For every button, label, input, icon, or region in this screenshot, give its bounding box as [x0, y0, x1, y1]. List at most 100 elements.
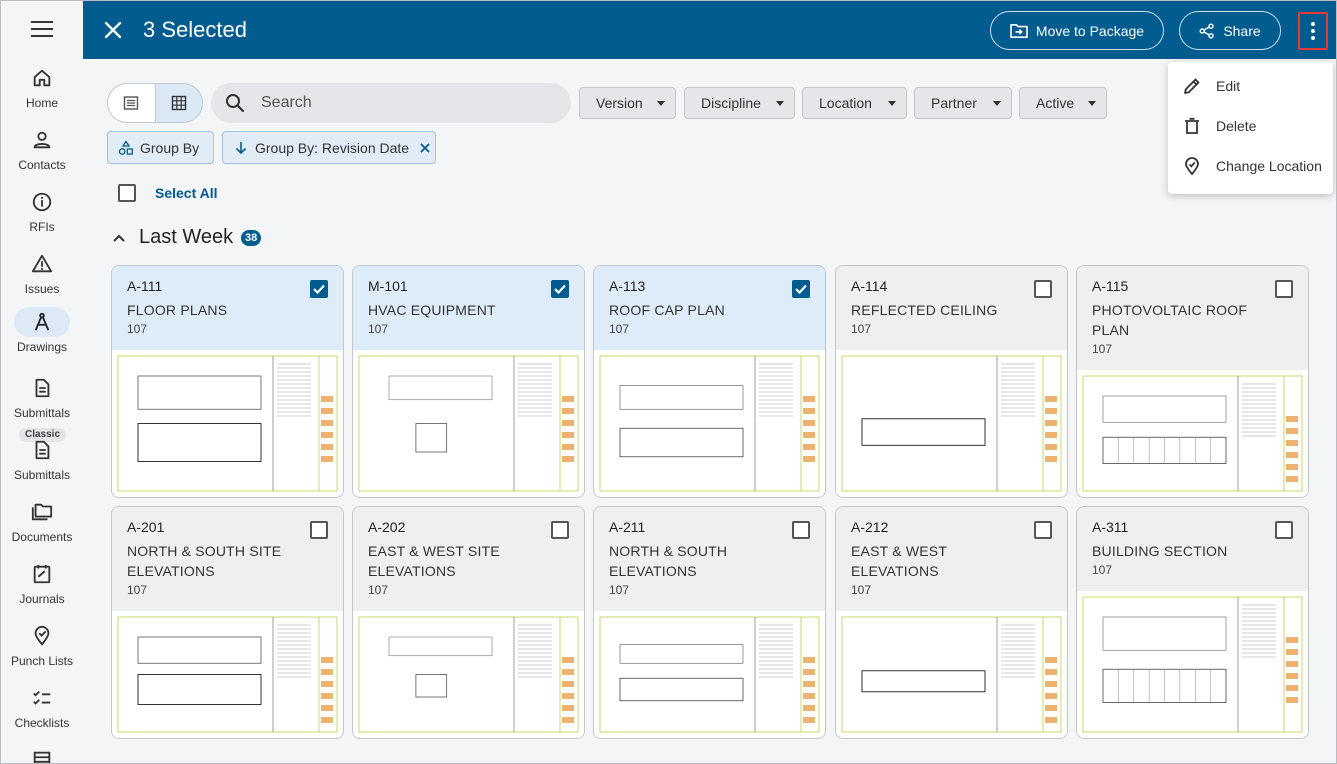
drawing-card[interactable]: A-211 NORTH & SOUTH ELEVATIONS 107 [593, 506, 826, 739]
card-header: A-212 EAST & WEST ELEVATIONS 107 [836, 507, 1067, 611]
drawing-thumbnail[interactable] [1077, 370, 1308, 497]
card-checkbox[interactable] [1275, 521, 1293, 539]
journal-icon [14, 559, 70, 589]
card-checkbox[interactable] [551, 280, 569, 298]
hamburger-menu-icon[interactable] [31, 21, 53, 39]
sidebar-item-more[interactable] [1, 745, 83, 763]
sidebar-item-documents[interactable]: Documents [1, 497, 83, 544]
drawing-thumbnail[interactable] [594, 350, 825, 497]
sidebar-item-checklists[interactable]: Checklists [1, 683, 83, 730]
sidebar-item-rfis[interactable]: RFIs [1, 187, 83, 234]
select-all[interactable]: Select All [118, 184, 218, 202]
select-all-checkbox[interactable] [118, 184, 136, 202]
grid-view-icon[interactable] [154, 84, 202, 122]
selected-count-title: 3 Selected [143, 17, 247, 42]
sidebar-item-contacts[interactable]: Contacts [1, 125, 83, 172]
card-header: A-201 NORTH & SOUTH SITE ELEVATIONS 107 [112, 507, 343, 611]
search-input[interactable] [261, 94, 541, 112]
filter-label: Version [596, 95, 643, 111]
list-view-icon[interactable] [108, 84, 155, 122]
filter-label: Location [819, 95, 872, 111]
sidebar-item-punch-lists[interactable]: Punch Lists [1, 621, 83, 668]
drawing-card[interactable]: A-201 NORTH & SOUTH SITE ELEVATIONS 107 [111, 506, 344, 739]
drawing-thumbnail[interactable] [836, 611, 1067, 738]
drawing-card[interactable]: A-114 REFLECTED CEILING 107 [835, 265, 1068, 498]
menu-item-change-location[interactable]: Change Location [1168, 146, 1333, 186]
remove-chip-icon[interactable] [419, 142, 431, 154]
sidebar-item-home[interactable]: Home [1, 63, 83, 110]
drawing-thumbnail[interactable] [836, 350, 1067, 497]
filter-location[interactable]: Location [802, 87, 907, 119]
drawing-sheet-preview [1082, 375, 1303, 492]
drawing-card[interactable]: A-202 EAST & WEST SITE ELEVATIONS 107 [352, 506, 585, 739]
card-checkbox[interactable] [310, 280, 328, 298]
drawing-card[interactable]: A-311 BUILDING SECTION 107 [1076, 506, 1309, 739]
sidebar-item-label: Punch Lists [10, 654, 74, 668]
share-button[interactable]: Share [1179, 11, 1281, 50]
drawing-revision: 107 [368, 322, 389, 336]
classic-badge: Classic [19, 428, 66, 442]
menu-item-label: Edit [1216, 78, 1241, 94]
drawing-thumbnail[interactable] [353, 611, 584, 738]
card-checkbox[interactable] [792, 280, 810, 298]
move-to-package-label: Move to Package [1035, 22, 1145, 39]
filter-version[interactable]: Version [579, 87, 676, 119]
sidebar-item-submittals[interactable]: Submittals [1, 373, 83, 420]
info-icon [14, 187, 70, 217]
card-checkbox[interactable] [792, 521, 810, 539]
drawing-revision: 107 [127, 322, 148, 336]
folder-move-icon [1010, 23, 1028, 38]
drawing-revision: 107 [1092, 563, 1113, 577]
menu-item-delete[interactable]: Delete [1168, 106, 1333, 146]
drawing-thumbnail[interactable] [594, 611, 825, 738]
drawing-name: NORTH & SOUTH SITE ELEVATIONS [127, 543, 282, 579]
menu-item-edit[interactable]: Edit [1168, 66, 1333, 106]
sidebar-item-submittals-classic[interactable]: Submittals [1, 435, 83, 482]
drawing-card[interactable]: A-212 EAST & WEST ELEVATIONS 107 [835, 506, 1068, 739]
card-checkbox[interactable] [551, 521, 569, 539]
select-all-label: Select All [155, 185, 218, 201]
drawing-card[interactable]: A-115 PHOTOVOLTAIC ROOF PLAN 107 [1076, 265, 1309, 498]
drawing-number: A-113 [609, 278, 646, 294]
sidebar-item-drawings[interactable]: Drawings [1, 307, 83, 354]
group-by-revision-chip[interactable]: Group By: Revision Date [222, 131, 436, 164]
filter-partner[interactable]: Partner [914, 87, 1012, 119]
drawing-card[interactable]: A-113 ROOF CAP PLAN 107 [593, 265, 826, 498]
group-header[interactable]: Last Week 38 [111, 226, 262, 249]
sidebar-item-journals[interactable]: Journals [1, 559, 83, 606]
sidebar-item-issues[interactable]: Issues [1, 249, 83, 296]
sidebar: Home Contacts RFIs Issues Drawings [1, 1, 83, 763]
drawing-thumbnail[interactable] [112, 611, 343, 738]
drawing-sheet-preview [599, 616, 820, 733]
drawing-card[interactable]: A-111 FLOOR PLANS 107 [111, 265, 344, 498]
drawing-revision: 107 [1092, 342, 1113, 356]
card-checkbox[interactable] [1034, 521, 1052, 539]
drawing-number: A-212 [851, 519, 889, 535]
move-to-package-button[interactable]: Move to Package [990, 11, 1164, 50]
card-checkbox[interactable] [310, 521, 328, 539]
sidebar-item-label: Issues [24, 282, 60, 296]
card-header: A-114 REFLECTED CEILING 107 [836, 266, 1067, 350]
group-by-chip[interactable]: Group By [107, 131, 214, 164]
filter-active[interactable]: Active [1019, 87, 1107, 119]
card-checkbox[interactable] [1034, 280, 1052, 298]
group-count-badge: 38 [241, 229, 262, 246]
pencil-icon [1184, 78, 1200, 94]
drawing-card[interactable]: M-101 HVAC EQUIPMENT 107 [352, 265, 585, 498]
filter-discipline[interactable]: Discipline [684, 87, 795, 119]
card-header: A-113 ROOF CAP PLAN 107 [594, 266, 825, 350]
drawing-number: M-101 [368, 278, 408, 294]
card-checkbox[interactable] [1275, 280, 1293, 298]
chevron-down-icon [776, 101, 784, 106]
chevron-up-icon[interactable] [111, 230, 127, 246]
drawing-thumbnail[interactable] [1077, 591, 1308, 738]
drawing-thumbnail[interactable] [112, 350, 343, 497]
drawing-revision: 107 [368, 583, 389, 597]
more-options-icon[interactable] [1298, 12, 1328, 50]
drawing-sheet-preview [117, 616, 338, 733]
sidebar-item-label: Checklists [14, 716, 70, 730]
menu-item-label: Delete [1216, 118, 1257, 134]
close-icon[interactable] [103, 20, 123, 40]
drawing-sheet-preview [841, 616, 1062, 733]
drawing-thumbnail[interactable] [353, 350, 584, 497]
